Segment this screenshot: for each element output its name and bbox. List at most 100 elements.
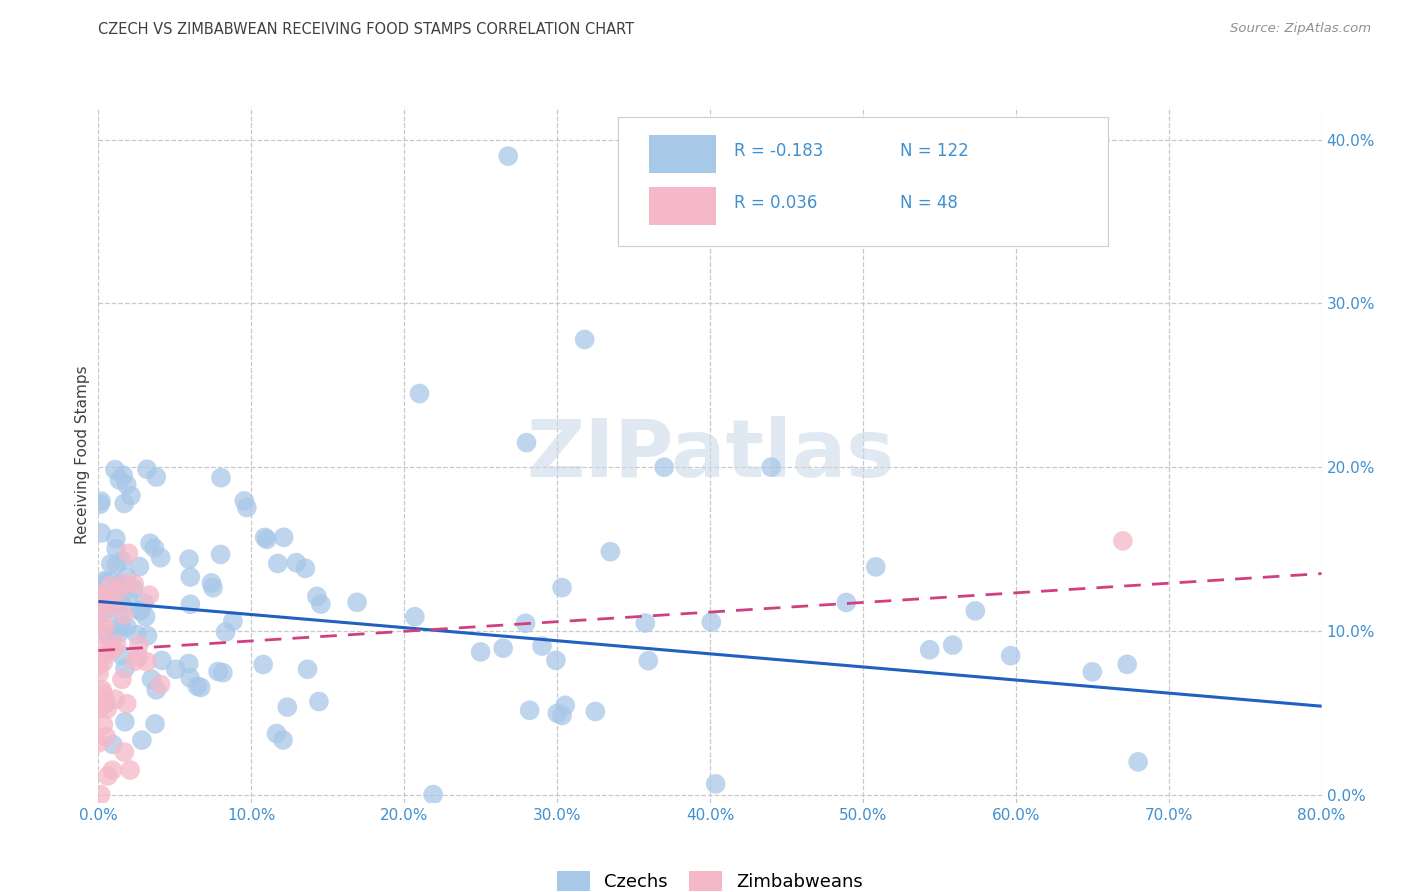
Point [108, 626, 131, 640]
Point [112, 496, 135, 510]
Point [120, 763, 142, 777]
Text: R = -0.183: R = -0.183 [734, 142, 824, 160]
Legend: Czechs, Zimbabweans: Czechs, Zimbabweans [550, 864, 870, 892]
Point [145, 682, 167, 697]
Point [100, 640, 122, 654]
Point [222, 614, 245, 628]
Point [408, 386, 430, 401]
Point [546, 706, 568, 721]
Point [965, 604, 987, 618]
Point [112, 745, 135, 759]
Point [129, 604, 152, 618]
Point [125, 627, 148, 641]
Point [96, 643, 118, 657]
Point [209, 471, 232, 485]
Point [93, 717, 115, 731]
Point [704, 777, 727, 791]
Point [236, 500, 259, 515]
Point [136, 655, 159, 669]
Point [128, 559, 150, 574]
Point [186, 679, 208, 693]
Point [214, 624, 236, 639]
Point [554, 698, 576, 713]
Point [305, 590, 328, 604]
Point [165, 662, 187, 676]
Point [105, 558, 128, 572]
Point [759, 460, 782, 475]
Point [90, 494, 112, 508]
Point [97, 629, 120, 643]
Point [93, 648, 115, 663]
Point [143, 717, 166, 731]
Point [135, 609, 157, 624]
Point [149, 550, 172, 565]
Point [256, 533, 278, 547]
Point [97, 627, 120, 641]
Point [97, 769, 120, 783]
Point [128, 638, 150, 652]
Point [122, 576, 145, 591]
Point [120, 489, 142, 503]
Point [271, 733, 294, 747]
Point [918, 642, 941, 657]
Point [422, 788, 444, 802]
Point [273, 530, 295, 544]
Point [114, 661, 136, 675]
Point [519, 703, 541, 717]
Point [107, 584, 129, 599]
Point [516, 435, 538, 450]
Point [496, 149, 519, 163]
Point [103, 642, 125, 657]
Point [105, 637, 128, 651]
Point [112, 607, 135, 622]
Point [1116, 657, 1139, 672]
Point [115, 620, 138, 634]
Point [90, 788, 112, 802]
Point [98, 574, 121, 588]
Text: CZECH VS ZIMBABWEAN RECEIVING FOOD STAMPS CORRELATION CHART: CZECH VS ZIMBABWEAN RECEIVING FOOD STAMP… [98, 22, 634, 37]
Point [98, 579, 121, 593]
Point [101, 595, 124, 609]
Point [252, 657, 274, 672]
Point [145, 470, 167, 484]
FancyBboxPatch shape [619, 118, 1108, 246]
Point [91, 682, 114, 697]
Point [87, 627, 110, 641]
Point [177, 657, 200, 671]
Point [346, 595, 368, 609]
Point [94, 574, 117, 589]
Point [515, 616, 537, 631]
Point [114, 714, 136, 729]
Point [470, 645, 492, 659]
Point [89, 702, 111, 716]
Point [115, 477, 138, 491]
Point [1081, 665, 1104, 679]
Point [652, 460, 675, 475]
Point [551, 581, 574, 595]
Point [108, 473, 131, 487]
Text: N = 122: N = 122 [900, 142, 969, 160]
Point [111, 597, 134, 611]
Point [253, 530, 276, 544]
Point [104, 532, 127, 546]
Point [96, 600, 118, 615]
Point [141, 672, 163, 686]
Point [93, 656, 115, 670]
Point [583, 705, 606, 719]
Point [179, 570, 201, 584]
Point [90, 525, 112, 540]
Point [115, 697, 138, 711]
Y-axis label: Receiving Food Stamps: Receiving Food Stamps [75, 366, 90, 544]
Point [599, 544, 621, 558]
Point [309, 597, 332, 611]
Text: R = 0.036: R = 0.036 [734, 194, 818, 212]
Point [131, 733, 153, 747]
Point [209, 548, 232, 562]
Point [97, 599, 120, 614]
Point [294, 561, 316, 575]
Text: Source: ZipAtlas.com: Source: ZipAtlas.com [1230, 22, 1371, 36]
Point [942, 638, 965, 652]
Point [138, 588, 160, 602]
Point [551, 708, 574, 723]
Point [112, 468, 135, 483]
